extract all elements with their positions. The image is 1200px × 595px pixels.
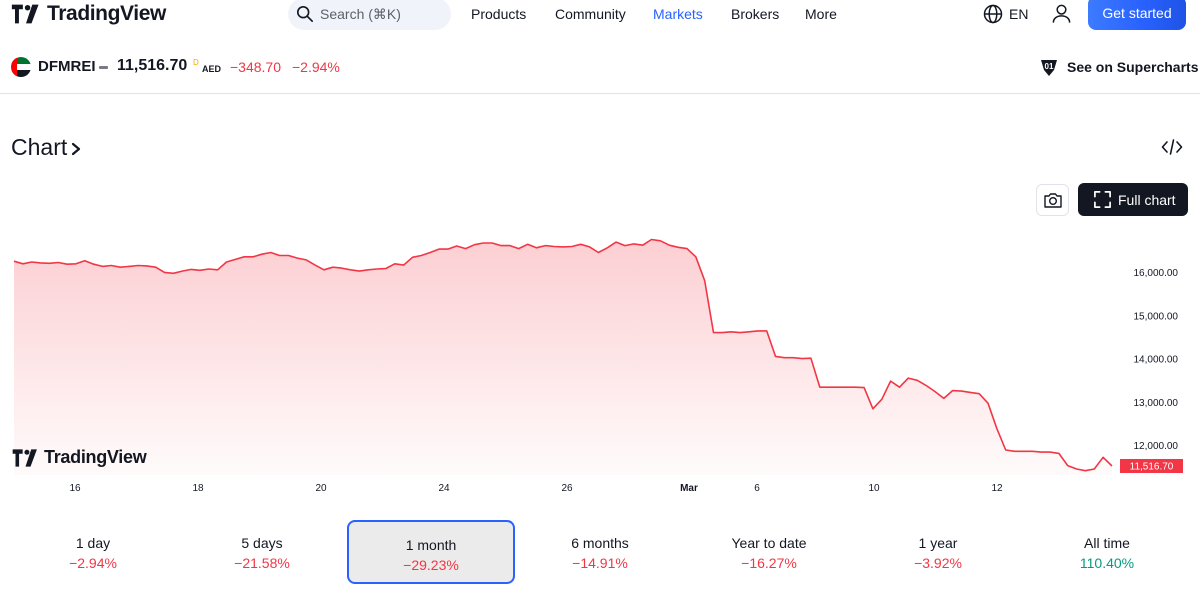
period-change-value: −2.94%	[69, 555, 117, 571]
period-tab[interactable]: 5 days −21.58%	[178, 520, 346, 584]
price-area-chart[interactable]: 16,000.00 15,000.00 14,000.00 13,000.00 12,0…	[0, 220, 1200, 500]
chart-plot-area	[13, 238, 1113, 475]
price-area-fill	[14, 239, 1112, 475]
period-tab[interactable]: Year to date −16.27%	[685, 520, 853, 584]
last-value-label: 11,516.70	[1130, 461, 1174, 472]
period-change-value: −3.92%	[914, 555, 962, 571]
supercharts-icon: 01	[1041, 60, 1057, 76]
nav-markets[interactable]: Markets	[653, 6, 703, 22]
x-tick-label: 26	[561, 483, 573, 494]
search-placeholder: Search (⌘K)	[320, 5, 401, 22]
period-tab[interactable]: 1 month −29.23%	[347, 520, 515, 584]
period-change-value: 110.40%	[1079, 555, 1135, 571]
tradingview-logo[interactable]: TradingView	[11, 2, 166, 26]
nav-products[interactable]: Products	[471, 6, 527, 22]
tradingview-logo-icon	[11, 4, 39, 24]
svg-text:01: 01	[1045, 62, 1054, 71]
see-on-supercharts-link[interactable]: 01 See on Supercharts	[1038, 56, 1199, 78]
x-axis: 16 18 20 24 26 Mar 6 10 12	[69, 483, 1003, 494]
x-tick-label: 10	[868, 483, 880, 494]
chart-watermark: TradingView	[12, 447, 147, 468]
symbol-name: DFMREI	[38, 58, 96, 75]
chart-section-title[interactable]: Chart	[11, 134, 82, 161]
period-tab[interactable]: 1 day −2.94%	[9, 520, 177, 584]
period-tab[interactable]: 6 months −14.91%	[516, 520, 684, 584]
nav-brokers[interactable]: Brokers	[731, 6, 780, 22]
chart-title-label: Chart	[11, 134, 68, 160]
user-icon[interactable]	[1051, 3, 1072, 24]
camera-icon	[1043, 193, 1062, 208]
currency-label: AED	[202, 64, 222, 74]
y-tick-label: 15,000.00	[1134, 311, 1179, 322]
watermark-text: TradingView	[44, 447, 147, 467]
tradingview-watermark-icon	[12, 448, 37, 467]
y-tick-label: 13,000.00	[1134, 398, 1179, 409]
x-tick-label: 16	[69, 483, 81, 494]
period-tab[interactable]: All time 110.40%	[1023, 520, 1191, 584]
symbol-header: DFMREI 11,516.70 D AED −348.70 −2.94% 01…	[0, 52, 1200, 92]
y-axis: 16,000.00 15,000.00 14,000.00 13,000.00 12,0…	[1120, 268, 1183, 473]
x-tick-label: 24	[438, 483, 450, 494]
price-change: −348.70	[230, 59, 281, 75]
y-tick-label: 14,000.00	[1134, 355, 1179, 366]
last-price: 11,516.70	[117, 57, 188, 74]
x-tick-label: 12	[991, 483, 1003, 494]
globe-icon	[983, 4, 1003, 24]
supercharts-label: See on Supercharts	[1067, 59, 1199, 75]
period-label: All time	[1084, 535, 1130, 551]
language-label: EN	[1009, 6, 1029, 22]
header-divider	[0, 93, 1200, 94]
symbol-separator	[99, 66, 108, 69]
y-tick-label: 12,000.00	[1134, 441, 1179, 452]
x-tick-label: 18	[192, 483, 204, 494]
full-chart-button[interactable]: Full chart	[1078, 183, 1188, 216]
search-icon	[296, 5, 314, 23]
y-tick-label: 16,000.00	[1134, 268, 1179, 279]
x-tick-label: 20	[315, 483, 327, 494]
nav-community[interactable]: Community	[555, 6, 626, 22]
full-chart-label: Full chart	[1118, 191, 1176, 208]
period-label: 1 year	[918, 535, 958, 551]
chevron-right-icon	[72, 142, 81, 156]
price-line	[13, 238, 1113, 472]
uae-flag-icon	[11, 57, 31, 77]
period-change-value: −16.27%	[741, 555, 797, 571]
nav-more[interactable]: More	[805, 6, 837, 22]
get-started-button[interactable]: Get started	[1088, 0, 1186, 30]
last-value-badge	[1120, 458, 1183, 473]
period-change-value: −14.91%	[572, 555, 628, 571]
period-change-value: −21.58%	[234, 555, 290, 571]
embed-code-icon[interactable]	[1161, 138, 1183, 156]
search-input[interactable]: Search (⌘K)	[288, 0, 451, 30]
period-label: 5 days	[241, 535, 283, 551]
performance-periods: 1 day −2.94% 5 days −21.58% 1 month −29.23% 6 …	[0, 520, 1200, 586]
period-label: Year to date	[731, 535, 807, 551]
x-tick-label: Mar	[680, 483, 698, 494]
top-navigation: TradingView Search (⌘K) Products Communi…	[0, 0, 1200, 30]
fullscreen-icon	[1094, 191, 1111, 208]
period-label: 6 months	[571, 535, 629, 551]
logo-text: TradingView	[47, 2, 166, 25]
price-change-percent: −2.94%	[292, 59, 340, 75]
x-tick-label: 6	[754, 483, 760, 494]
period-tab[interactable]: 1 year −3.92%	[854, 520, 1022, 584]
period-change-value: −29.23%	[403, 557, 459, 573]
snapshot-button[interactable]	[1036, 184, 1069, 216]
price-delay-marker: D	[193, 58, 199, 67]
period-label: 1 day	[75, 535, 111, 551]
language-selector[interactable]: EN	[983, 4, 1028, 24]
period-label: 1 month	[405, 537, 457, 553]
